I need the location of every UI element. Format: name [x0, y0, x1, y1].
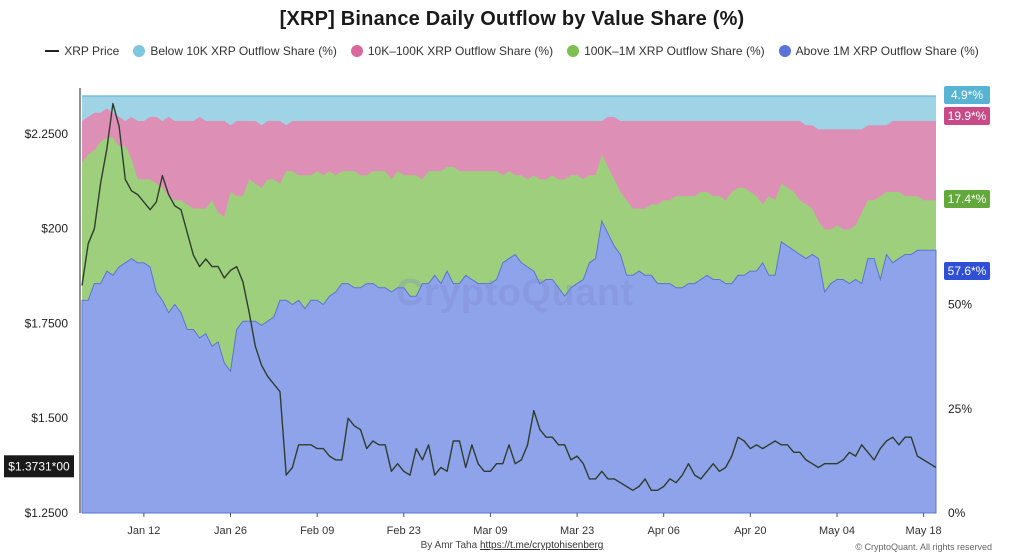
value-tag: 19.9*%	[944, 107, 990, 125]
value-tag-label: 57.6*%	[948, 264, 987, 278]
x-tick-label: Feb 09	[300, 525, 334, 537]
x-tick-label: Apr 06	[647, 525, 679, 537]
y-left-tick-label: $2.2500	[25, 127, 69, 141]
y-left-tick-label: $200	[41, 222, 68, 236]
value-tag: 4.9*%	[944, 86, 990, 104]
legend-item-100k-1m[interactable]: 100K–1M XRP Outflow Share (%)	[567, 44, 765, 58]
y-right-tick-label: 50%	[948, 298, 972, 312]
y-left-tick-label: $1.500	[31, 411, 68, 425]
value-tag-bg	[944, 86, 990, 104]
value-tag-label: 19.9*%	[948, 109, 987, 123]
x-tick-label: Mar 23	[560, 525, 594, 537]
value-tag-bg	[944, 262, 990, 280]
legend-line-marker	[45, 50, 60, 52]
chart-title: [XRP] Binance Daily Outflow by Value Sha…	[279, 8, 745, 30]
price-tag-label: $1.3731*00	[8, 459, 70, 473]
area-above-1m	[81, 219, 937, 514]
x-tick-label: Feb 23	[387, 525, 421, 537]
legend-item-10k-100k[interactable]: 10K–100K XRP Outflow Share (%)	[350, 44, 554, 58]
y-right-tick-label: 0%	[948, 506, 966, 520]
value-tag-label: 4.9*%	[951, 88, 983, 102]
legend-label: Above 1M XRP Outflow Share (%)	[795, 44, 979, 58]
x-tick-label: May 04	[819, 525, 855, 537]
watermark: CryptoQuant	[396, 272, 634, 314]
legend-dot-marker	[778, 45, 791, 57]
x-tick-label: May 18	[906, 525, 942, 537]
legend-item-below-10k[interactable]: Below 10K XRP Outflow Share (%)	[133, 44, 337, 58]
legend-label: XRP Price	[64, 44, 120, 58]
legend-label: 10K–100K XRP Outflow Share (%)	[367, 44, 554, 58]
legend-item-xrp-price[interactable]: XRP Price	[45, 44, 119, 58]
value-tag: 17.4*%	[944, 190, 990, 208]
credit-link[interactable]: https://t.me/cryptohisenberg	[479, 540, 604, 551]
legend: XRP Price Below 10K XRP Outflow Share (%…	[0, 44, 1024, 58]
legend-dot-marker	[350, 45, 363, 57]
legend-dot-marker	[133, 45, 146, 57]
x-tick-label: Jan 26	[214, 525, 247, 537]
x-tick-label: Apr 20	[734, 525, 766, 537]
value-tag-bg	[944, 190, 990, 208]
value-tag-label: 17.4*%	[948, 192, 987, 206]
y-left-tick-label: $1.7500	[25, 317, 69, 331]
footer-copyright: © CryptoQuant. All rights reserved	[855, 542, 992, 552]
price-line[interactable]	[81, 102, 937, 491]
y-left-tick-label: $1.2500	[25, 506, 69, 520]
y-right-tick-label: 25%	[948, 402, 972, 416]
x-tick-label: Mar 09	[473, 525, 507, 537]
value-tag-bg	[944, 107, 990, 125]
legend-label: Below 10K XRP Outflow Share (%)	[150, 44, 337, 58]
legend-item-above-1m[interactable]: Above 1M XRP Outflow Share (%)	[778, 44, 979, 58]
x-tick-label: Jan 12	[127, 525, 160, 537]
value-tag: 57.6*%	[944, 262, 990, 280]
legend-dot-marker	[567, 45, 580, 57]
legend-label: 100K–1M XRP Outflow Share (%)	[584, 44, 765, 58]
credit-author: By Amr Taha	[420, 540, 478, 551]
footer-credit: By Amr Taha https://t.me/cryptohisenberg	[0, 540, 1024, 551]
price-tag-bg	[4, 455, 74, 478]
